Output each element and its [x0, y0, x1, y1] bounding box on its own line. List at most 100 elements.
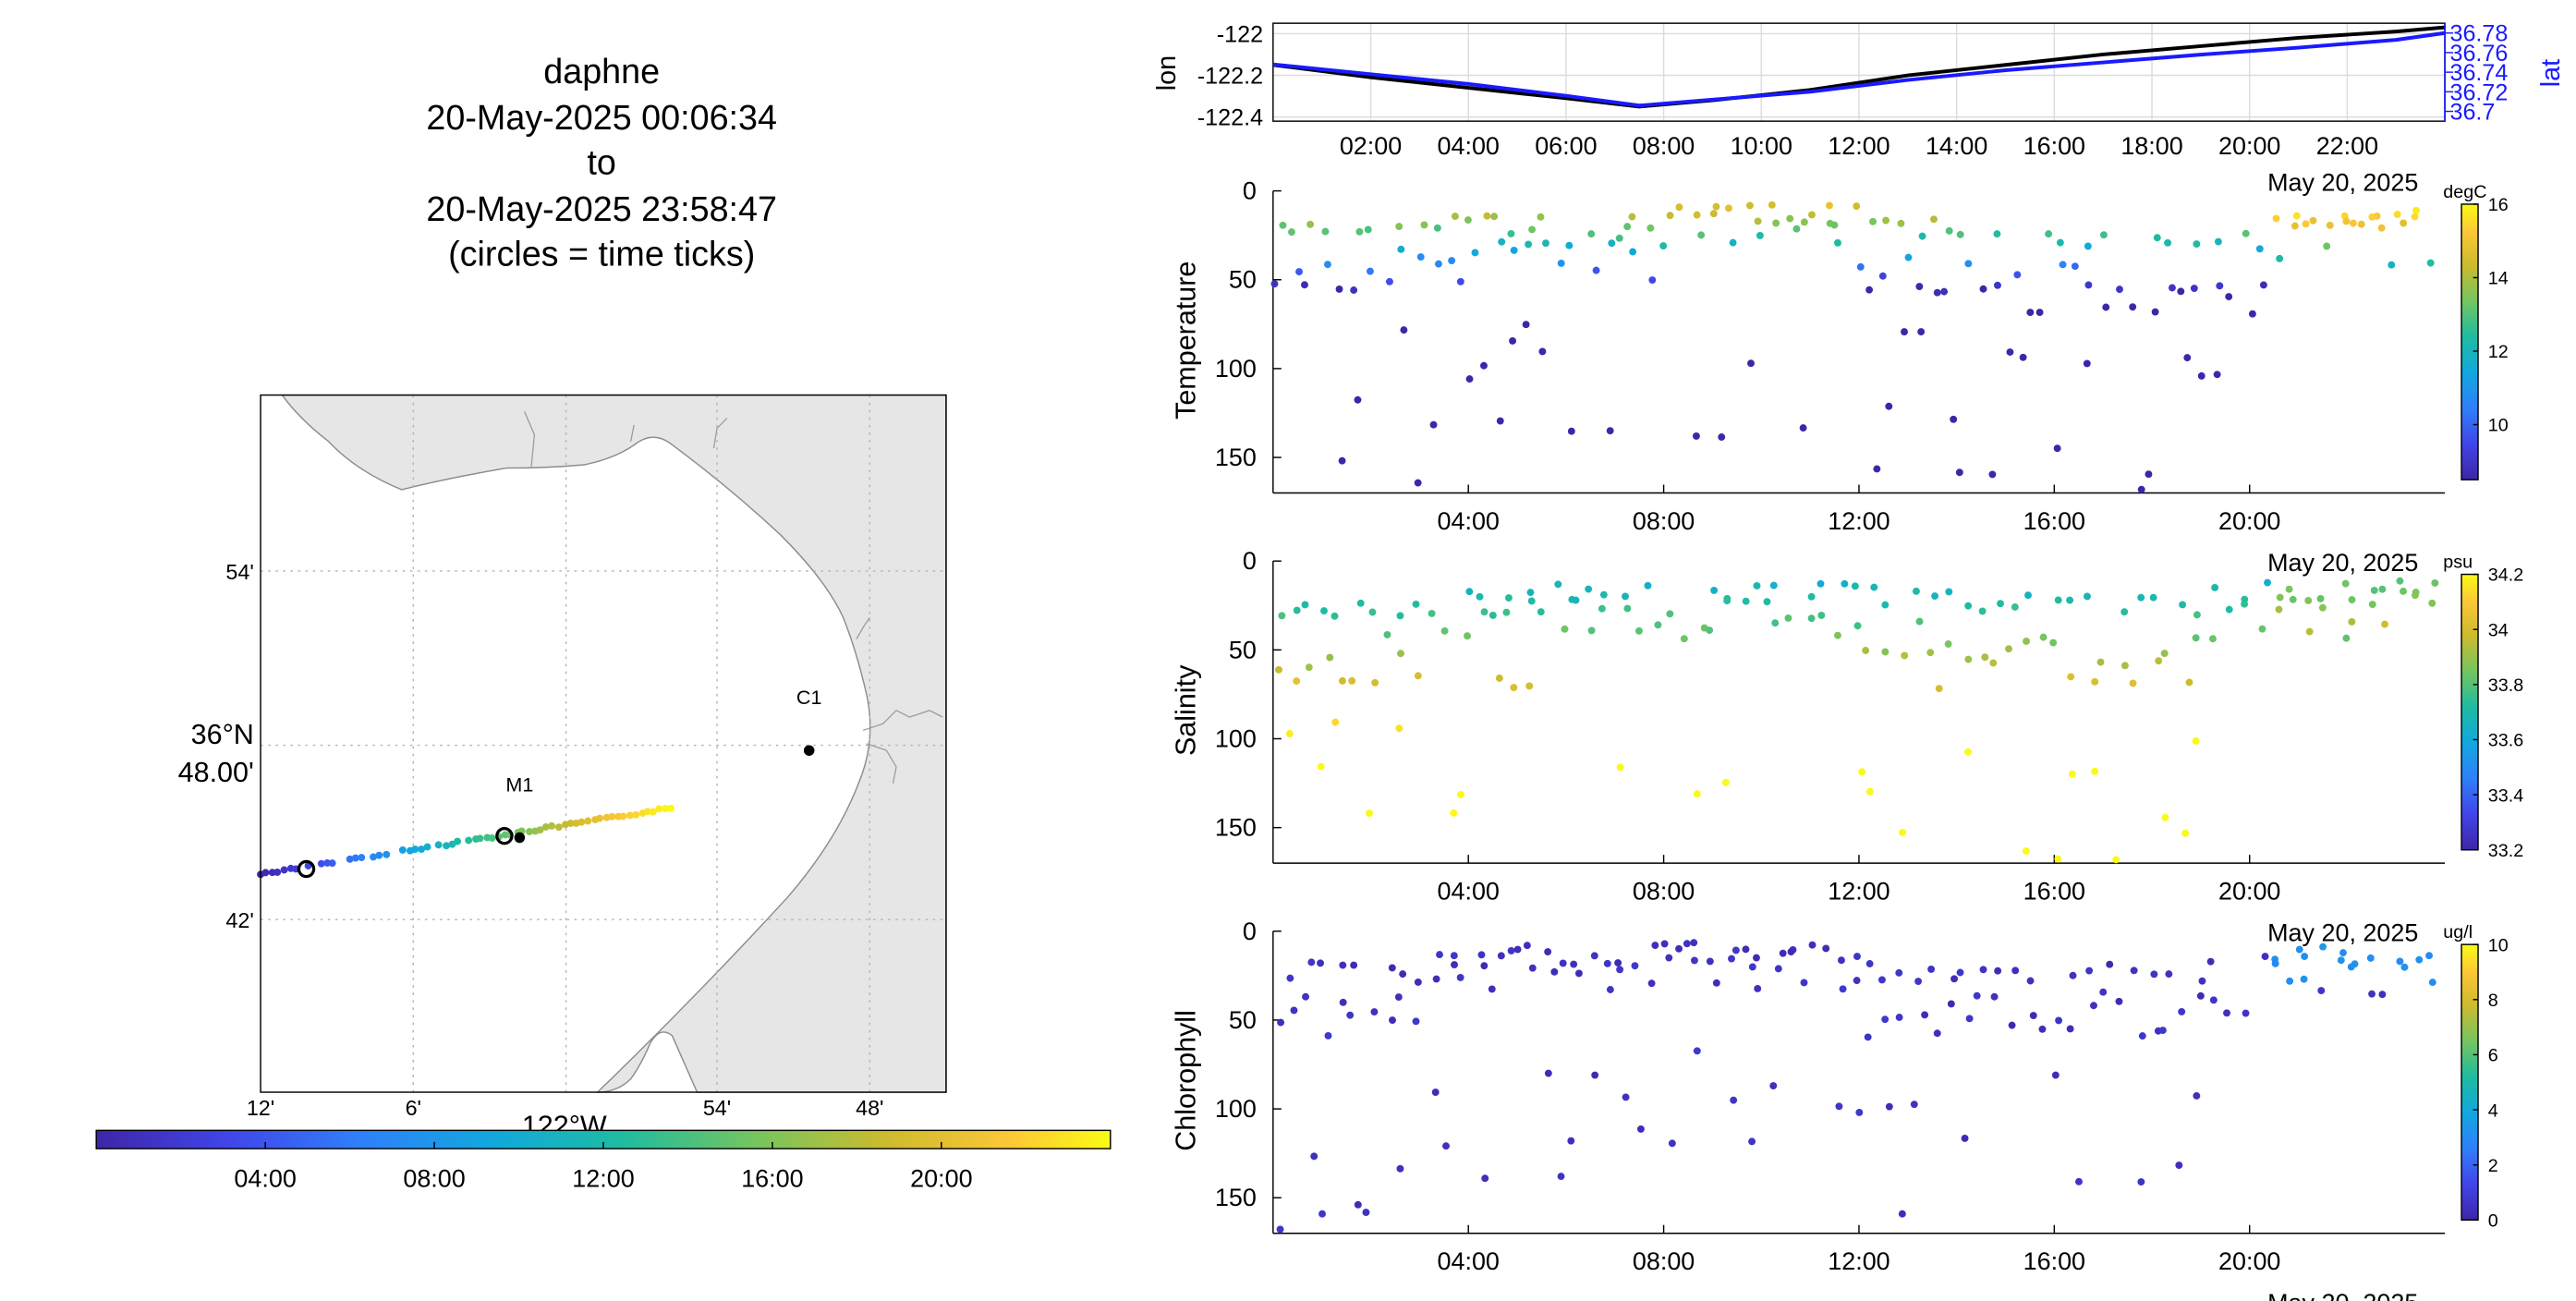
temperature-point	[1629, 248, 1637, 256]
track-point	[411, 845, 419, 853]
temperature-point	[2292, 212, 2301, 220]
temperature-point	[2214, 237, 2222, 246]
salinity-point	[2396, 577, 2404, 585]
salinity-point	[2193, 611, 2201, 619]
salinity-point	[2411, 591, 2419, 600]
lonlat-x-tick-label: 18:00	[2120, 132, 2182, 160]
chlorophyll-point	[1442, 1142, 1450, 1150]
salinity-point	[1644, 581, 1652, 590]
salinity-point	[2091, 677, 2099, 686]
temperature-point	[1338, 456, 1346, 465]
right-panels: -122-122.2-122.436.7836.7636.7436.7236.7…	[1152, 21, 2566, 1301]
temperature-point	[1830, 221, 1839, 229]
temperature-x-tick-label: 12:00	[1828, 507, 1889, 535]
chlorophyll-point	[1481, 1174, 1489, 1183]
track-point	[370, 853, 377, 861]
track-point	[383, 850, 391, 858]
chlorophyll-point	[1769, 1082, 1778, 1089]
temperature-point	[2056, 238, 2064, 247]
chlorophyll-point	[2175, 1161, 2183, 1170]
salinity-y-tick-label: 150	[1215, 814, 1257, 842]
temperature-point	[2129, 303, 2137, 311]
chlorophyll-point	[1412, 1017, 1420, 1026]
salinity-point	[2039, 633, 2047, 641]
temperature-colorbar-tick-label: 14	[2488, 269, 2509, 289]
chlorophyll-point	[1570, 960, 1578, 968]
salinity-point	[2209, 635, 2217, 643]
chlorophyll-point	[2055, 1016, 2063, 1025]
temperature-point	[2168, 284, 2176, 292]
salinity-point	[1817, 579, 1825, 588]
temperature-point	[2045, 230, 2053, 238]
chlorophyll-point	[2319, 942, 2327, 951]
map-land	[280, 394, 947, 1093]
time-colorbar-tick-label: 20:00	[910, 1164, 972, 1192]
temperature-point	[1628, 213, 1636, 221]
chlorophyll-point	[1432, 975, 1440, 983]
temperature-point	[1756, 231, 1764, 239]
time-colorbar-tick-label: 12:00	[572, 1164, 634, 1192]
track-point	[351, 854, 359, 862]
temperature-point	[1522, 321, 1530, 329]
chlorophyll-x-tick-label: 20:00	[2218, 1247, 2280, 1275]
salinity-x-tick-label: 16:00	[2023, 878, 2085, 906]
salinity-point	[2400, 587, 2407, 595]
station-label: M1	[505, 772, 533, 796]
chlorophyll-point	[1276, 1225, 1284, 1234]
temperature-point	[1940, 287, 1949, 296]
salinity-point	[2348, 596, 2356, 603]
temperature-point	[1692, 432, 1700, 440]
lat-tick-label: 36.72	[2449, 79, 2508, 105]
temperature-point	[2137, 485, 2145, 493]
temperature-point	[1826, 201, 1833, 210]
temperature-point	[1420, 221, 1428, 229]
temperature-point	[2388, 261, 2396, 269]
temperature-point	[2153, 234, 2161, 242]
salinity-colorbar-unit: psu	[2443, 552, 2473, 572]
chlorophyll-point	[1895, 968, 1903, 977]
salinity-point	[2181, 829, 2190, 837]
temperature-x-tick-label: 16:00	[2023, 507, 2085, 535]
chlorophyll-point	[1885, 1102, 1893, 1111]
temperature-point	[2290, 222, 2299, 230]
temperature-point	[1917, 328, 1926, 336]
salinity-colorbar-tick-label: 33.2	[2488, 841, 2523, 861]
temperature-point	[1456, 277, 1464, 286]
salinity-point	[2067, 673, 2075, 681]
salinity-point	[1763, 598, 1771, 606]
track-point	[434, 841, 443, 849]
salinity-date-label: May 20, 2025	[2267, 919, 2418, 947]
chlorophyll-point	[1865, 960, 1874, 967]
chlorophyll-point	[2223, 1009, 2231, 1017]
chlorophyll-point	[1693, 1047, 1701, 1055]
chlorophyll-point	[1683, 940, 1691, 948]
salinity-point	[1395, 724, 1403, 733]
temperature-point	[1397, 245, 1405, 253]
chlorophyll-point	[2008, 1021, 2016, 1029]
temperature-point	[1608, 239, 1616, 248]
temperature-point	[1897, 219, 1905, 227]
temperature-point	[1507, 229, 1515, 237]
temperature-x-tick-label: 04:00	[1438, 507, 1500, 535]
temperature-point	[2177, 287, 2185, 296]
track-point	[619, 812, 627, 821]
temperature-point	[2151, 308, 2159, 316]
chlorophyll-point	[1665, 954, 1673, 962]
chlorophyll-point	[1591, 1071, 1599, 1079]
salinity-point	[1480, 608, 1488, 616]
salinity-point	[1981, 653, 1989, 662]
salinity-point	[2149, 593, 2157, 602]
track-point	[465, 836, 473, 845]
temperature-date-label: May 20, 2025	[2267, 549, 2418, 577]
salinity-point	[1537, 608, 1545, 616]
chlorophyll-point	[1690, 956, 1698, 965]
temperature-point	[1993, 230, 2001, 238]
chlorophyll-point	[1835, 1102, 1843, 1111]
temperature-point	[1538, 347, 1547, 356]
map-lat-tick: 42'	[225, 908, 253, 932]
map-lon-tick: 48'	[856, 1096, 883, 1120]
temperature-point	[1528, 225, 1537, 234]
chlorophyll-point	[1346, 1011, 1355, 1019]
salinity-point	[2225, 605, 2233, 614]
